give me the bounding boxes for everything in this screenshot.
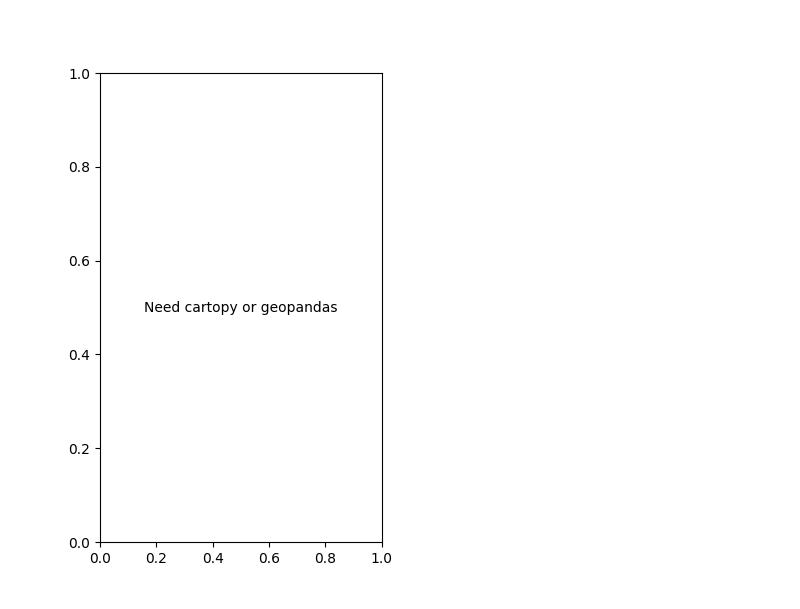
- Text: Need cartopy or geopandas: Need cartopy or geopandas: [144, 301, 338, 314]
